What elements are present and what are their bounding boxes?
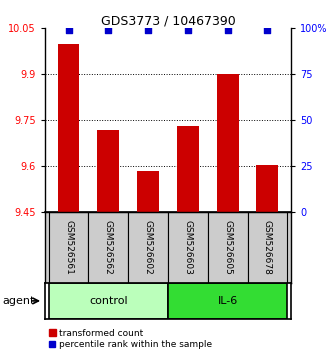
Text: GSM526562: GSM526562 xyxy=(104,221,113,275)
Bar xyxy=(208,212,248,283)
Bar xyxy=(217,74,239,212)
Text: control: control xyxy=(89,296,128,306)
Bar xyxy=(128,212,168,283)
Bar xyxy=(168,212,208,283)
Bar xyxy=(88,212,128,283)
Point xyxy=(265,27,270,33)
Text: GSM526561: GSM526561 xyxy=(64,220,73,275)
Bar xyxy=(49,283,168,319)
Legend: transformed count, percentile rank within the sample: transformed count, percentile rank withi… xyxy=(49,329,212,349)
Bar xyxy=(137,171,159,212)
Point xyxy=(225,27,230,33)
Bar xyxy=(97,130,119,212)
Text: GSM526602: GSM526602 xyxy=(144,221,153,275)
Bar xyxy=(177,126,199,212)
Text: GSM526605: GSM526605 xyxy=(223,220,232,275)
Bar xyxy=(58,44,79,212)
Title: GDS3773 / 10467390: GDS3773 / 10467390 xyxy=(101,14,235,27)
Point xyxy=(185,27,191,33)
Point xyxy=(145,27,151,33)
Point xyxy=(106,27,111,33)
Text: GSM526603: GSM526603 xyxy=(183,220,192,275)
Bar xyxy=(168,283,287,319)
Text: agent: agent xyxy=(2,296,35,306)
Text: IL-6: IL-6 xyxy=(217,296,238,306)
Point xyxy=(66,27,71,33)
Text: GSM526678: GSM526678 xyxy=(263,220,272,275)
Bar xyxy=(257,165,278,212)
Bar xyxy=(49,212,88,283)
Bar xyxy=(248,212,287,283)
